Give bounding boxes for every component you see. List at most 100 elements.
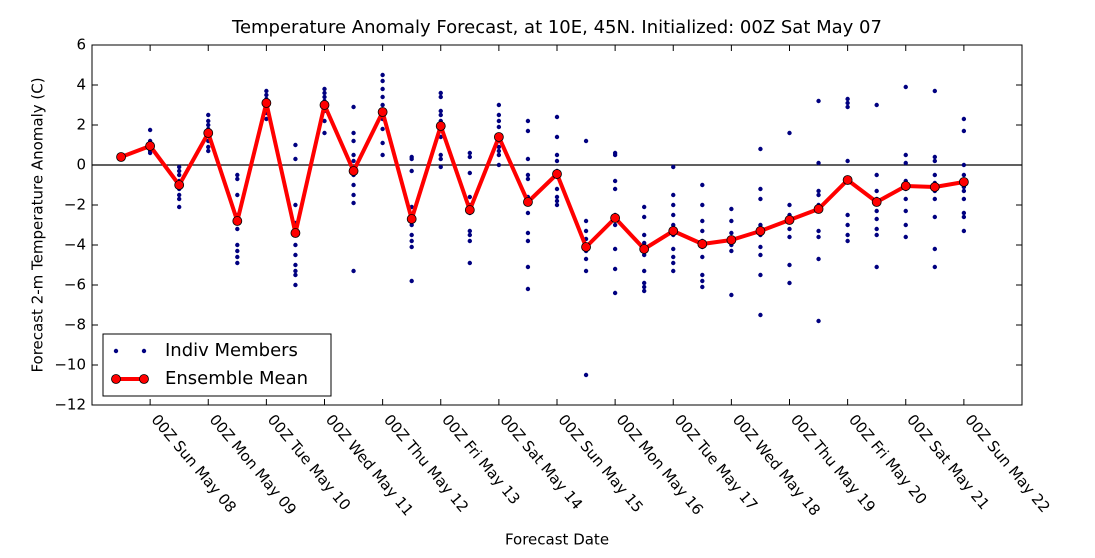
member-point (758, 312, 763, 318)
member-point (671, 212, 676, 218)
member-point (612, 266, 618, 272)
member-point (235, 254, 240, 260)
member-point (787, 280, 792, 286)
member-point (961, 128, 967, 134)
member-point (467, 150, 473, 156)
legend-marker (113, 348, 119, 354)
member-point (380, 140, 385, 146)
member-point (583, 138, 589, 144)
member-point (467, 232, 473, 238)
member-point (700, 218, 705, 224)
member-point (787, 226, 792, 232)
mean-point (145, 141, 156, 151)
member-point (293, 142, 298, 148)
member-point (496, 112, 502, 118)
member-point (322, 130, 327, 136)
member-point (322, 90, 327, 96)
member-point (176, 164, 182, 170)
mean-point (639, 244, 650, 254)
member-point (322, 118, 327, 124)
member-point (496, 162, 502, 168)
member-point (409, 168, 414, 174)
member-point (554, 134, 560, 140)
member-point (961, 116, 967, 122)
member-point (700, 182, 705, 188)
member-point (641, 268, 647, 274)
member-point (874, 232, 879, 238)
mean-point (464, 205, 475, 215)
member-point (322, 86, 327, 92)
member-point (758, 272, 763, 278)
mean-point (116, 152, 126, 162)
member-point (525, 230, 531, 236)
member-point (467, 154, 473, 160)
member-point (903, 152, 908, 158)
member-point (264, 88, 269, 94)
mean-point (232, 216, 243, 226)
member-point (206, 144, 211, 150)
member-point (496, 102, 502, 108)
member-point (700, 254, 705, 260)
member-point (525, 118, 531, 124)
member-point (583, 228, 589, 234)
mean-point (523, 197, 533, 207)
member-point (874, 188, 879, 194)
member-point (496, 118, 502, 124)
member-point (583, 218, 589, 224)
member-point (961, 162, 967, 168)
member-point (961, 210, 967, 216)
mean-point (203, 128, 214, 138)
member-point (235, 226, 240, 232)
member-point (467, 170, 473, 176)
member-point (932, 88, 938, 94)
member-point (438, 94, 443, 100)
member-point (961, 196, 967, 202)
member-point (380, 78, 385, 84)
member-point (409, 156, 414, 162)
member-point (700, 272, 705, 278)
member-point (816, 318, 821, 324)
member-point (845, 100, 850, 106)
member-point (351, 152, 356, 158)
member-point (700, 202, 705, 208)
y-tick-label: −2 (64, 196, 86, 214)
member-point (961, 172, 967, 178)
member-point (438, 112, 443, 118)
member-point (903, 84, 908, 90)
member-point (147, 127, 153, 133)
member-point (641, 214, 647, 220)
mean-point (958, 177, 969, 187)
member-point (293, 262, 298, 268)
member-point (409, 232, 414, 238)
member-point (787, 234, 792, 240)
member-point (932, 172, 938, 178)
member-point (206, 112, 211, 118)
member-point (816, 256, 821, 262)
member-point (554, 114, 560, 120)
member-point (525, 156, 531, 162)
y-tick-label: −8 (64, 316, 86, 334)
member-point (845, 222, 850, 228)
y-tick-label: −10 (54, 356, 86, 374)
member-point (293, 202, 298, 208)
member-point (380, 152, 385, 158)
x-axis-label: Forecast Date (505, 531, 609, 549)
mean-point (435, 121, 446, 131)
member-point (903, 208, 908, 214)
member-point (264, 92, 269, 98)
member-point (525, 238, 531, 244)
mean-point (261, 98, 272, 108)
member-point (671, 222, 676, 228)
member-point (380, 72, 385, 78)
mean-point (929, 182, 940, 192)
member-point (641, 232, 647, 238)
mean-point (697, 239, 708, 249)
member-point (235, 248, 240, 254)
member-point (351, 138, 356, 144)
member-point (787, 202, 792, 208)
y-tick-label: 0 (76, 156, 86, 174)
mean-point (493, 132, 504, 142)
legend-label: Ensemble Mean (165, 368, 308, 389)
member-point (351, 200, 356, 206)
member-point (758, 252, 763, 258)
